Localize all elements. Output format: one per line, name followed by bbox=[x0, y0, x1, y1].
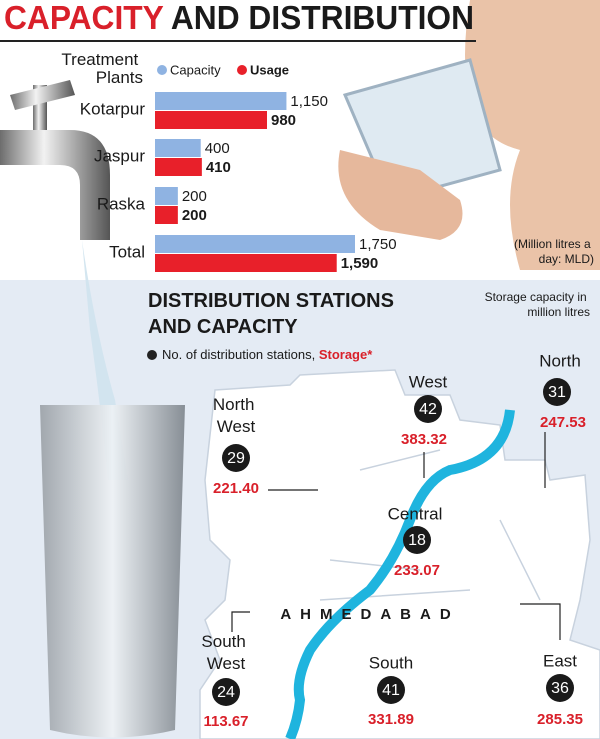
legend-entry: Usage bbox=[250, 62, 289, 77]
bar bbox=[155, 92, 287, 110]
bar bbox=[155, 235, 355, 253]
river bbox=[285, 409, 515, 739]
zone-name: Central bbox=[388, 504, 443, 523]
chart-note: (Million litres a day: MLD) bbox=[514, 237, 594, 266]
value-label: 1,150 bbox=[290, 93, 328, 110]
zone-name: South West bbox=[201, 632, 250, 673]
zone-borders bbox=[319, 449, 541, 601]
city-label: AHMEDABAD bbox=[280, 606, 459, 623]
bar bbox=[155, 158, 202, 176]
category-header: Treatment Plants bbox=[61, 50, 143, 87]
storage-value: 247.53 bbox=[540, 414, 586, 431]
station-badge bbox=[222, 444, 250, 472]
storage-value: 285.35 bbox=[537, 711, 583, 728]
title-rest: AND DISTRIBUTION bbox=[171, 0, 474, 36]
value-label: 1,590 bbox=[341, 255, 379, 272]
zone-name: South bbox=[369, 653, 413, 672]
legend-swatch bbox=[237, 65, 247, 75]
title-highlight: CAPACITY bbox=[4, 0, 164, 36]
value-label: 200 bbox=[182, 207, 207, 224]
category-label: Total bbox=[109, 242, 145, 261]
value-label: 200 bbox=[182, 188, 207, 205]
legend-dot bbox=[147, 350, 157, 360]
map-note: Storage capacity in million litres bbox=[485, 290, 590, 319]
face-illustration bbox=[465, 0, 600, 270]
hand-illustration bbox=[338, 150, 463, 240]
bar bbox=[155, 187, 178, 205]
value-label: 1,750 bbox=[359, 236, 397, 253]
station-badge bbox=[546, 674, 574, 702]
station-badge bbox=[414, 395, 442, 423]
faucet bbox=[0, 130, 110, 240]
station-count: 29 bbox=[227, 450, 245, 467]
station-count: 41 bbox=[382, 682, 400, 699]
station-count: 31 bbox=[548, 384, 566, 401]
value-label: 400 bbox=[205, 140, 230, 157]
bar bbox=[155, 111, 267, 129]
map-outline bbox=[199, 369, 600, 739]
zone-name: East bbox=[543, 651, 577, 670]
category-label: Jaspur bbox=[94, 146, 145, 165]
bar bbox=[155, 139, 201, 157]
station-badge bbox=[543, 378, 571, 406]
storage-value: 383.32 bbox=[401, 431, 447, 448]
bar bbox=[155, 206, 178, 224]
bar bbox=[155, 254, 337, 272]
category-label: Raska bbox=[97, 194, 146, 213]
legend-entry: Capacity bbox=[170, 62, 221, 77]
station-badge bbox=[377, 676, 405, 704]
station-badge bbox=[212, 678, 240, 706]
storage-value: 113.67 bbox=[203, 713, 248, 730]
station-count: 24 bbox=[217, 684, 235, 701]
value-label: 980 bbox=[271, 112, 296, 129]
legend-swatch bbox=[157, 65, 167, 75]
water-glass bbox=[40, 405, 185, 738]
legend-text: No. of distribution stations, bbox=[162, 347, 315, 362]
legend-stations: No. of distribution stations, Storage* bbox=[162, 347, 373, 362]
station-count: 18 bbox=[408, 532, 426, 549]
zone-name: North West bbox=[213, 395, 259, 436]
storage-value: 221.40 bbox=[213, 480, 259, 497]
zone-name: North bbox=[539, 351, 581, 370]
map-title: DISTRIBUTION STATIONS AND CAPACITY bbox=[148, 290, 399, 338]
zone-name: West bbox=[409, 372, 448, 391]
station-badge bbox=[403, 526, 431, 554]
storage-value: 233.07 bbox=[394, 562, 440, 579]
value-label: 410 bbox=[206, 159, 231, 176]
station-count: 42 bbox=[419, 401, 437, 418]
category-label: Kotarpur bbox=[80, 99, 146, 118]
pointer-lines bbox=[231, 432, 561, 640]
station-count: 36 bbox=[551, 680, 569, 697]
storage-value: 331.89 bbox=[368, 711, 414, 728]
main-title: CAPACITY AND DISTRIBUTION bbox=[4, 0, 474, 36]
faucet-handle bbox=[10, 80, 75, 110]
legend-storage: Storage* bbox=[319, 347, 373, 362]
